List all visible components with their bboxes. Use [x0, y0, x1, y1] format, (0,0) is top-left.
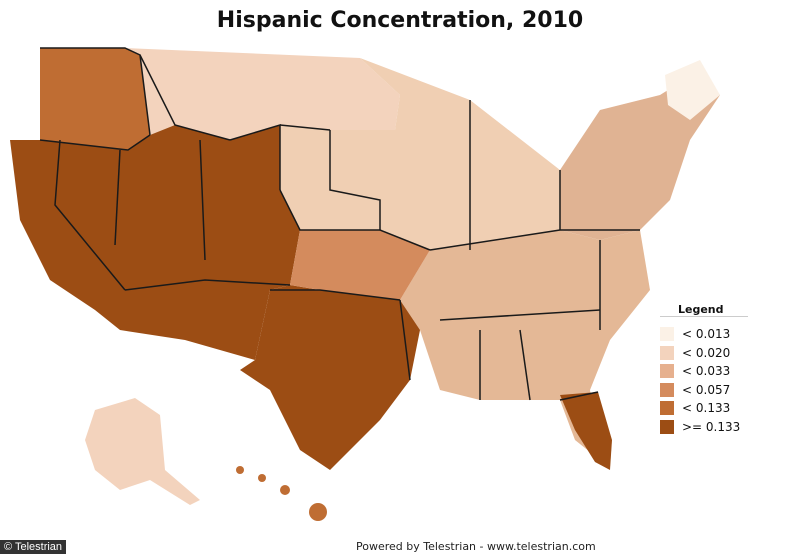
region-north-plains [125, 48, 400, 140]
legend-label: < 0.020 [682, 345, 731, 360]
map-title: Hispanic Concentration, 2010 [216, 8, 584, 33]
region-northwest [40, 48, 150, 150]
image-credit: © Telestrian [0, 540, 67, 554]
legend-item: >= 0.133 [660, 418, 770, 437]
legend-swatch [660, 345, 674, 360]
region-hawaii-1 [236, 466, 244, 474]
region-hawaii-4 [309, 503, 327, 521]
legend-swatch [660, 382, 674, 397]
legend-swatch [660, 327, 674, 342]
legend-label: < 0.133 [682, 401, 731, 416]
state-borders [39, 47, 640, 401]
legend: Legend < 0.013 < 0.020 < 0.033 < 0.057 < 0.1… [660, 303, 770, 436]
legend-item: < 0.013 [660, 325, 770, 344]
region-central-plains [290, 230, 430, 300]
region-midwest [280, 58, 560, 250]
region-hawaii-3 [280, 485, 290, 495]
legend-label: < 0.013 [682, 327, 731, 342]
legend-label: >= 0.133 [682, 419, 741, 434]
legend-item: < 0.133 [660, 399, 770, 418]
region-texas [240, 285, 420, 470]
region-hawaii-2 [258, 474, 266, 482]
legend-swatch [660, 401, 674, 416]
region-southwest [10, 125, 300, 360]
region-florida [560, 392, 612, 470]
legend-item: < 0.020 [660, 344, 770, 363]
legend-swatch [660, 364, 674, 379]
region-southeast [400, 230, 650, 460]
legend-swatch [660, 419, 674, 434]
region-alaska [85, 398, 200, 505]
legend-label: < 0.033 [682, 364, 731, 379]
region-maine [665, 60, 720, 120]
legend-label: < 0.057 [682, 382, 731, 397]
legend-item: < 0.057 [660, 381, 770, 400]
footer-powered-by: Powered by Telestrian - www.telestrian.c… [356, 540, 596, 553]
legend-item: < 0.033 [660, 362, 770, 381]
legend-title: Legend [660, 303, 748, 317]
